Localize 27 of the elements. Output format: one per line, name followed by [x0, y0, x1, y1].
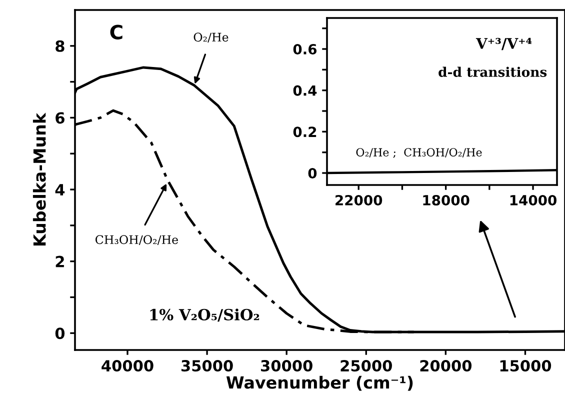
y-tick-label: 0: [308, 168, 317, 178]
x-tick-label: 14000: [510, 194, 557, 206]
x-tick-label: 22000: [336, 194, 382, 206]
annotation: CH₃OH/O₂/He: [96, 235, 178, 246]
annotation: O₂/He: [194, 32, 228, 43]
y-axis-title: Kubelka-Munk: [32, 112, 46, 246]
x-tick-label: 15000: [500, 360, 552, 372]
annotation: O₂/He ; CH₃OH/O₂/He: [356, 148, 482, 158]
annotation: V⁺³/V⁺⁴: [476, 38, 532, 50]
annotation: C: [110, 24, 122, 40]
y-tick-label: 2: [56, 256, 64, 268]
y-tick-label: 0.4: [293, 85, 317, 96]
y-tick-label: 0.6: [293, 44, 317, 54]
x-axis-title: Wavenumber (cm⁻¹): [226, 376, 413, 391]
annotation: d-d transitions: [438, 66, 547, 77]
y-tick-label: 4: [55, 184, 65, 196]
annotation: 1% V₂O₅/SiO₂: [150, 308, 260, 322]
x-tick-label: 20000: [420, 360, 472, 372]
x-tick-label: 25000: [340, 360, 392, 372]
y-tick-label: 8: [56, 40, 64, 52]
y-tick-label: 0.2: [293, 126, 316, 138]
y-tick-label: 0: [55, 328, 65, 340]
x-tick-label: 40000: [102, 360, 154, 372]
x-tick-label: 30000: [261, 360, 312, 372]
y-tick-label: 6: [56, 112, 64, 124]
x-tick-label: 35000: [181, 360, 233, 372]
x-tick-label: 18000: [423, 194, 470, 206]
